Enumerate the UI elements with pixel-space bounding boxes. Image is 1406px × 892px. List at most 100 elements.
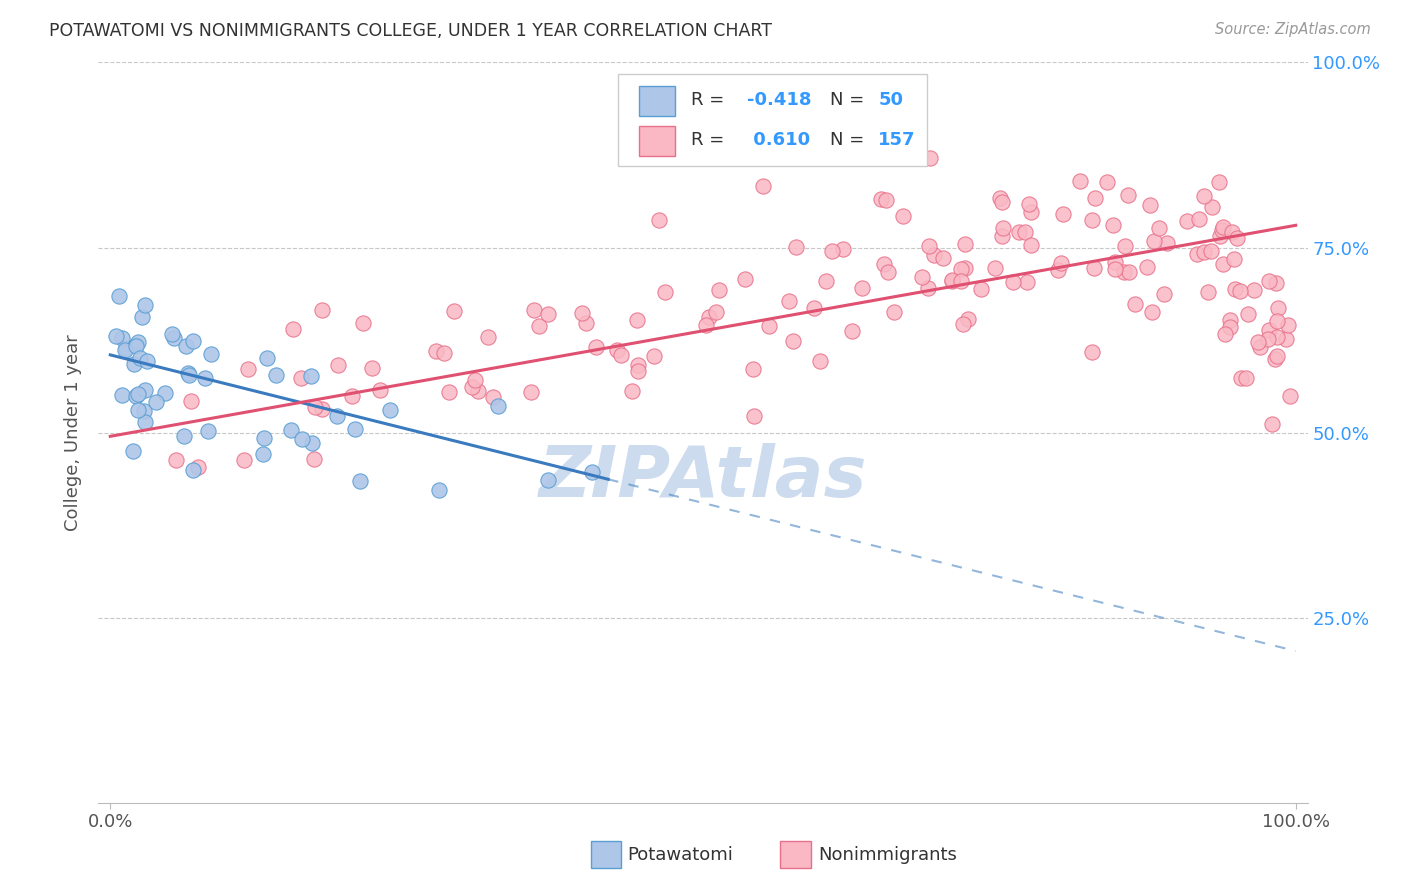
Point	[1136, 260, 1159, 274]
Point	[264, 368, 287, 382]
Point	[1019, 237, 1042, 252]
Point	[1201, 200, 1223, 214]
Point	[1265, 349, 1288, 363]
Point	[114, 343, 136, 357]
Point	[1156, 236, 1178, 251]
Point	[1118, 265, 1140, 279]
Point	[437, 385, 460, 400]
Point	[1188, 212, 1211, 227]
Text: -0.418: -0.418	[747, 91, 811, 109]
Point	[124, 339, 146, 353]
Point	[1114, 239, 1136, 253]
Point	[1230, 371, 1253, 385]
Point	[709, 284, 731, 298]
Point	[932, 252, 955, 266]
Point	[301, 436, 323, 450]
Text: POTAWATOMI VS NONIMMIGRANTS COLLEGE, UNDER 1 YEAR CORRELATION CHART: POTAWATOMI VS NONIMMIGRANTS COLLEGE, UND…	[49, 22, 772, 40]
Point	[875, 193, 897, 207]
Point	[326, 358, 349, 372]
Text: ZIPAtlas: ZIPAtlas	[538, 442, 868, 511]
Point	[869, 192, 891, 206]
Point	[841, 324, 863, 338]
Point	[486, 399, 509, 413]
Point	[165, 453, 187, 467]
Point	[1212, 257, 1234, 271]
Point	[695, 318, 717, 333]
Point	[1219, 320, 1241, 334]
Point	[953, 261, 976, 276]
Point	[752, 179, 775, 194]
Point	[1102, 218, 1125, 232]
Point	[1267, 301, 1289, 315]
Point	[537, 306, 560, 320]
Point	[778, 293, 800, 308]
Point	[236, 362, 259, 376]
Point	[1139, 198, 1161, 212]
Point	[1175, 214, 1198, 228]
Point	[1123, 297, 1146, 311]
Point	[529, 318, 551, 333]
Point	[782, 334, 804, 348]
Text: Potawatomi: Potawatomi	[627, 846, 733, 863]
Point	[1212, 220, 1234, 235]
Point	[281, 322, 304, 336]
Point	[988, 191, 1011, 205]
Point	[1258, 274, 1281, 288]
Point	[132, 403, 155, 417]
Point	[1104, 254, 1126, 268]
Point	[585, 340, 607, 354]
Point	[742, 409, 765, 423]
Point	[1219, 313, 1241, 327]
Point	[129, 351, 152, 366]
Point	[124, 389, 146, 403]
Point	[1247, 335, 1270, 350]
Point	[1019, 205, 1042, 219]
Point	[1081, 344, 1104, 359]
Point	[343, 422, 366, 436]
Point	[349, 474, 371, 488]
Point	[311, 401, 333, 416]
Point	[311, 303, 333, 318]
Point	[1008, 225, 1031, 239]
Text: R =: R =	[690, 91, 730, 109]
Point	[252, 447, 274, 461]
Point	[1274, 332, 1296, 346]
Point	[425, 344, 447, 359]
Point	[814, 274, 837, 288]
Point	[949, 274, 972, 288]
Point	[1258, 322, 1281, 336]
Point	[111, 387, 134, 401]
Point	[302, 452, 325, 467]
Point	[134, 415, 156, 429]
Point	[1014, 225, 1036, 239]
Point	[883, 304, 905, 318]
Point	[1277, 318, 1299, 332]
Point	[1052, 207, 1074, 221]
Point	[911, 270, 934, 285]
Point	[991, 228, 1014, 243]
Point	[111, 331, 134, 345]
Point	[464, 373, 486, 387]
Point	[1143, 234, 1166, 248]
Point	[145, 395, 167, 409]
Text: 50: 50	[879, 91, 903, 109]
Point	[304, 401, 326, 415]
Point	[481, 390, 503, 404]
Text: Nonimmigrants: Nonimmigrants	[818, 846, 957, 863]
Point	[1192, 245, 1215, 260]
Point	[627, 358, 650, 372]
Text: N =: N =	[830, 91, 870, 109]
Point	[194, 371, 217, 385]
Point	[1015, 276, 1038, 290]
Point	[1104, 262, 1126, 277]
Point	[1116, 188, 1139, 202]
Point	[621, 384, 644, 398]
Point	[1018, 196, 1040, 211]
Point	[173, 429, 195, 443]
Point	[1153, 286, 1175, 301]
Point	[127, 334, 149, 349]
Point	[177, 367, 200, 381]
Point	[877, 265, 900, 279]
Point	[368, 384, 391, 398]
Point	[1069, 173, 1091, 187]
